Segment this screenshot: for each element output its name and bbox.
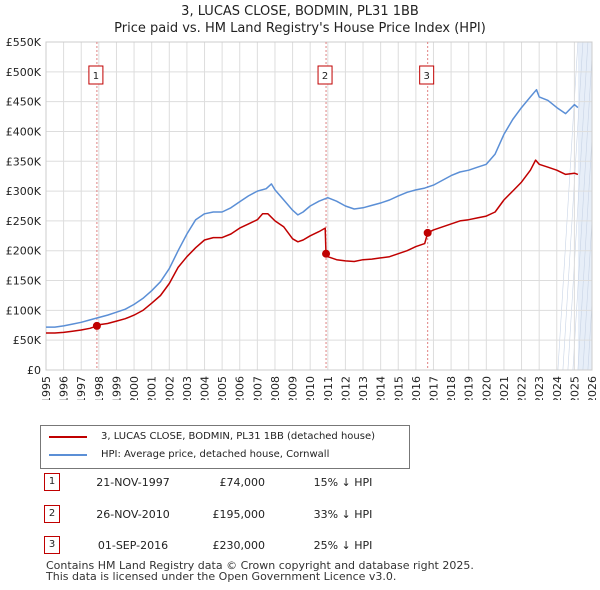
x-tick-label: 2009 xyxy=(287,376,300,400)
y-tick-label: £450K xyxy=(6,96,42,109)
sale-point xyxy=(92,321,101,330)
x-tick-label: 2014 xyxy=(375,376,388,400)
y-tick-label: £550K xyxy=(6,36,42,49)
x-tick-label: 2022 xyxy=(516,376,529,400)
y-tick-label: £100K xyxy=(6,304,42,317)
y-tick-label: £300K xyxy=(6,185,42,198)
sale-marker-label: 3 xyxy=(423,71,429,82)
x-tick-label: 2026 xyxy=(586,376,599,400)
legend-line-hpi xyxy=(49,454,87,456)
x-tick-label: 2021 xyxy=(498,376,511,400)
transaction-price: £74,000 xyxy=(219,476,266,489)
x-tick-label: 2003 xyxy=(181,376,194,400)
legend-line-property xyxy=(49,436,87,438)
chart-title: 3, LUCAS CLOSE, BODMIN, PL31 1BB xyxy=(181,4,419,19)
sale-marker-label: 1 xyxy=(93,71,99,82)
x-tick-label: 1996 xyxy=(58,376,71,400)
x-tick-label: 2002 xyxy=(163,376,176,400)
sale-point xyxy=(423,228,432,237)
x-tick-label: 2005 xyxy=(216,376,229,400)
chart-subtitle: Price paid vs. HM Land Registry's House … xyxy=(114,21,486,36)
legend: 3, LUCAS CLOSE, BODMIN, PL31 1BB (detach… xyxy=(40,425,410,469)
x-tick-label: 2012 xyxy=(339,376,352,400)
transaction-date: 26-NOV-2010 xyxy=(96,508,170,521)
y-tick-label: £200K xyxy=(6,245,42,258)
transaction-date: 21-NOV-1997 xyxy=(96,476,170,489)
x-tick-label: 2019 xyxy=(463,376,476,400)
price-chart: £0 £50K £100K £150K £200K £250K £300K £350K £400… xyxy=(6,36,600,400)
x-tick-label: 2018 xyxy=(445,376,458,400)
forecast-hatch xyxy=(562,41,584,371)
y-tick-label: £0 xyxy=(27,364,41,377)
forecast-hatch xyxy=(572,41,594,371)
transaction-number: 1 xyxy=(44,473,60,491)
transaction-number: 2 xyxy=(44,505,60,523)
x-tick-label: 2016 xyxy=(410,376,423,400)
x-tick-label: 2023 xyxy=(533,376,546,400)
transaction-hpi: 15% ↓ HPI xyxy=(313,476,373,489)
transaction-price: £195,000 xyxy=(212,508,266,521)
x-tick-label: 2025 xyxy=(568,376,581,400)
x-tick-label: 2004 xyxy=(199,376,212,400)
forecast-shade xyxy=(577,42,592,370)
x-tick-label: 2006 xyxy=(234,376,247,400)
y-tick-label: £350K xyxy=(6,155,42,168)
x-tick-label: 2001 xyxy=(146,376,159,400)
y-tick-label: £50K xyxy=(13,334,42,347)
transaction-price: £230,000 xyxy=(212,539,266,552)
transaction-hpi: 33% ↓ HPI xyxy=(313,508,373,521)
x-tick-label: 2024 xyxy=(551,376,564,400)
copyright-notice: Contains HM Land Registry data © Crown c… xyxy=(46,559,474,572)
plot-edge xyxy=(592,40,600,372)
x-tick-label: 2007 xyxy=(251,376,264,400)
sale-marker-box xyxy=(317,65,333,85)
forecast-hatch xyxy=(567,41,589,371)
footer: Contains HM Land Registry data © Crown c… xyxy=(46,560,474,582)
x-tick-label: 2017 xyxy=(427,376,440,400)
x-tick-label: 1999 xyxy=(110,376,123,400)
legend-label-hpi: HPI: Average price, detached house, Corn… xyxy=(101,449,330,460)
x-tick-label: 2013 xyxy=(357,376,370,400)
x-tick-label: 1997 xyxy=(75,376,88,400)
y-tick-label: £250K xyxy=(6,215,42,228)
x-tick-label: 1995 xyxy=(40,376,53,400)
transaction-number: 3 xyxy=(44,536,60,554)
y-tick-label: £150K xyxy=(6,275,42,288)
x-tick-label: 2008 xyxy=(269,376,282,400)
sale-point xyxy=(322,249,331,258)
licence-notice: This data is licensed under the Open Gov… xyxy=(46,570,397,583)
x-tick-label: 2000 xyxy=(128,376,141,400)
x-tick-label: 1998 xyxy=(93,376,106,400)
x-tick-label: 2020 xyxy=(480,376,493,400)
transaction-date: 01-SEP-2016 xyxy=(97,539,169,552)
y-tick-label: £400K xyxy=(6,125,42,138)
x-tick-label: 2015 xyxy=(392,376,405,400)
sale-marker-box xyxy=(88,65,104,85)
sale-marker-box xyxy=(419,65,435,85)
y-tick-label: £500K xyxy=(6,66,42,79)
hpi-line xyxy=(46,88,579,328)
x-tick-label: 2011 xyxy=(322,376,335,400)
legend-label-property: 3, LUCAS CLOSE, BODMIN, PL31 1BB (detach… xyxy=(101,431,376,442)
plot-border xyxy=(45,41,593,371)
plot-area xyxy=(46,42,592,370)
transaction-hpi: 25% ↓ HPI xyxy=(313,539,373,552)
sale-marker-label: 2 xyxy=(322,71,328,82)
x-tick-label: 2010 xyxy=(304,376,317,400)
property-price-line xyxy=(46,159,579,334)
